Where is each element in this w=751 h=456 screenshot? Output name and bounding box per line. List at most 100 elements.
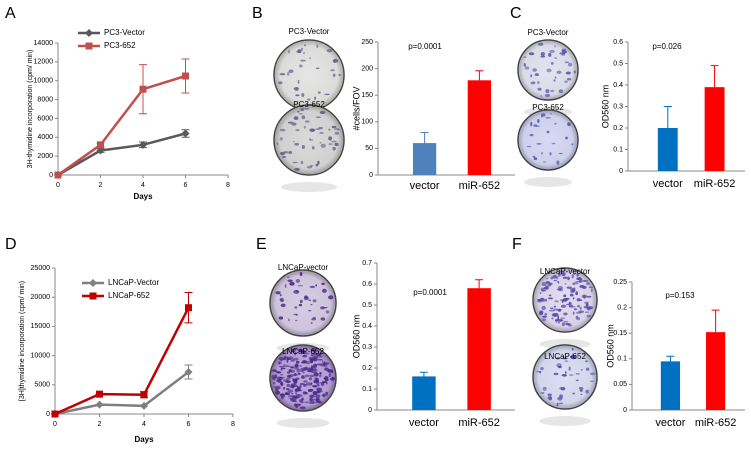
cell-colony xyxy=(557,272,561,277)
cell-colony xyxy=(286,388,290,390)
cell-colony xyxy=(289,397,295,400)
cell-colony xyxy=(315,284,317,287)
cell-colony xyxy=(556,363,562,368)
cell-colony xyxy=(585,367,590,371)
cell-colony xyxy=(293,313,298,316)
cell-colony xyxy=(569,293,574,297)
cell-colony xyxy=(556,70,562,75)
cell-colony xyxy=(561,272,566,277)
cell-colony xyxy=(553,279,557,282)
cell-colony xyxy=(308,377,313,381)
cell-colony xyxy=(296,403,301,407)
cell-colony xyxy=(293,116,299,121)
cell-colony xyxy=(299,384,302,389)
cell-colony xyxy=(571,143,574,146)
cell-colony xyxy=(320,317,326,321)
cell-colony xyxy=(307,98,311,101)
cell-colony xyxy=(299,299,303,304)
cell-colony xyxy=(561,373,567,377)
cell-colony xyxy=(327,369,333,373)
cell-colony xyxy=(558,89,564,94)
cell-colony xyxy=(280,382,284,387)
cell-colony xyxy=(306,166,313,169)
cell-colony xyxy=(560,304,567,308)
cell-colony xyxy=(320,306,325,310)
y-tick-label: 0 xyxy=(369,172,373,179)
annotation: p=0.0001 xyxy=(408,42,442,51)
cell-colony xyxy=(303,52,305,54)
cell-colony xyxy=(289,369,296,373)
cell-colony xyxy=(279,377,285,379)
x-tick-label: 8 xyxy=(226,182,230,189)
cell-colony xyxy=(310,322,313,324)
cell-colony xyxy=(568,304,574,308)
cell-colony xyxy=(319,141,322,144)
cell-colony xyxy=(575,379,579,382)
y-tick-label: 0.3 xyxy=(613,103,623,110)
cell-colony xyxy=(301,145,305,149)
cell-colony xyxy=(590,288,593,293)
point xyxy=(184,367,193,376)
cell-colony xyxy=(338,74,342,76)
cell-colony xyxy=(309,128,316,132)
cell-colony xyxy=(300,160,304,165)
cell-colony xyxy=(291,122,297,126)
x-tick-label: 6 xyxy=(184,182,188,189)
cell-colony xyxy=(312,316,316,319)
x-tick-label: vector xyxy=(655,417,685,429)
series-line xyxy=(57,74,186,177)
cell-colony xyxy=(546,68,552,73)
y-tick-label: 2000 xyxy=(37,153,53,160)
cell-colony xyxy=(293,289,300,294)
cell-colony xyxy=(274,390,281,395)
panel-letter: B xyxy=(252,5,263,22)
cell-colony xyxy=(577,304,581,308)
y-tick-label: 4000 xyxy=(37,134,53,141)
cell-colony xyxy=(319,110,326,115)
cell-colony xyxy=(304,401,310,404)
cell-colony xyxy=(302,360,308,364)
cell-colony xyxy=(579,278,583,283)
y-tick-label: 10000 xyxy=(31,352,51,359)
cell-colony xyxy=(310,303,313,306)
cell-colony xyxy=(547,393,552,397)
cell-colony xyxy=(572,282,579,285)
cell-colony xyxy=(542,386,547,391)
cell-colony xyxy=(290,383,297,386)
image-label: PC3-652 xyxy=(532,103,564,112)
cell-colony xyxy=(540,391,545,394)
cell-colony xyxy=(589,380,595,382)
cell-colony xyxy=(276,379,282,383)
cell-colony xyxy=(579,306,582,310)
cell-colony xyxy=(291,392,294,395)
cell-colony xyxy=(315,128,321,130)
dish-shadow xyxy=(539,416,591,426)
cell-colony xyxy=(303,385,307,387)
image-label: PC3-Vector xyxy=(528,28,569,37)
cell-colony xyxy=(564,61,570,64)
cell-colony xyxy=(325,391,329,396)
cell-colony xyxy=(564,80,568,83)
annotation: p=0.026 xyxy=(652,42,682,51)
cell-colony xyxy=(321,282,325,286)
cell-colony xyxy=(304,120,310,123)
y-tick-label: 0.4 xyxy=(362,323,372,330)
cell-colony xyxy=(276,142,279,146)
x-tick-label: vector xyxy=(409,417,439,429)
cell-colony xyxy=(554,123,557,125)
y-tick-label: 0.7 xyxy=(362,260,372,267)
cell-colony xyxy=(287,395,294,398)
y-tick-label: 0 xyxy=(619,168,623,175)
legend-label: PC3-652 xyxy=(104,41,136,50)
cell-colony xyxy=(566,77,572,81)
cell-colony xyxy=(315,394,321,399)
panel-letter: C xyxy=(510,5,522,22)
cell-colony xyxy=(532,68,537,72)
image-label: LNCaP-vector xyxy=(540,267,591,276)
cell-colony xyxy=(313,363,318,368)
cell-colony xyxy=(309,285,316,289)
cell-colony xyxy=(586,282,590,286)
y-tick-label: 15000 xyxy=(31,323,51,330)
cell-colony xyxy=(334,142,339,147)
cell-colony xyxy=(295,387,302,392)
